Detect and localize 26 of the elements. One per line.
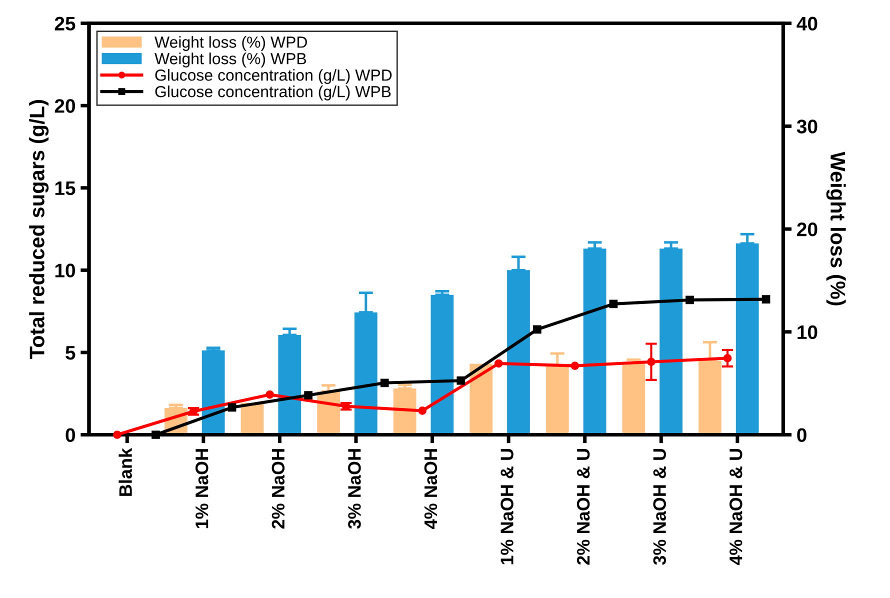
y2-tick-label: 20 xyxy=(797,222,818,236)
legend-label: Weight loss (%) WPB xyxy=(154,52,306,68)
x-tick-label: 4% NaOH xyxy=(424,449,438,529)
y2-tick-label: 30 xyxy=(796,120,818,134)
y-tick-label: 25 xyxy=(54,16,76,31)
y-tick-label: 0 xyxy=(66,428,76,442)
x-tick-label: 1% NaOH xyxy=(195,449,208,528)
x-tick-label: 3% NaOH xyxy=(348,449,361,529)
y-tick-label: 15 xyxy=(55,182,76,196)
x-tick-label: 2% NaOH xyxy=(272,449,285,529)
x-tick-label: 3% NaOH & U xyxy=(653,449,666,565)
y2-axis-title: Weight loss (%) xyxy=(826,152,846,306)
y2-tick-label: 0 xyxy=(797,428,806,442)
y-axis-title: Total reduced sugars (g/L) xyxy=(29,100,49,359)
legend-label: Glucose concentration (g/L) WPB xyxy=(155,86,391,100)
y-tick-label: 10 xyxy=(55,264,76,278)
legend-label: Glucose concentration (g/L) WPD xyxy=(155,69,392,84)
y2-tick-label: 10 xyxy=(798,325,818,340)
y-tick-label: 5 xyxy=(66,346,76,360)
y2-tick-label: 40 xyxy=(796,16,818,31)
y-tick-label: 20 xyxy=(54,99,76,113)
x-tick-label: 4% NaOH & U xyxy=(729,449,742,566)
x-tick-label: Blank xyxy=(118,448,132,496)
x-tick-label: 1% NaOH & U xyxy=(500,449,514,564)
legend-label: Weight loss (%) WPD xyxy=(154,36,307,51)
x-tick-label: 2% NaOH & U xyxy=(576,449,590,565)
